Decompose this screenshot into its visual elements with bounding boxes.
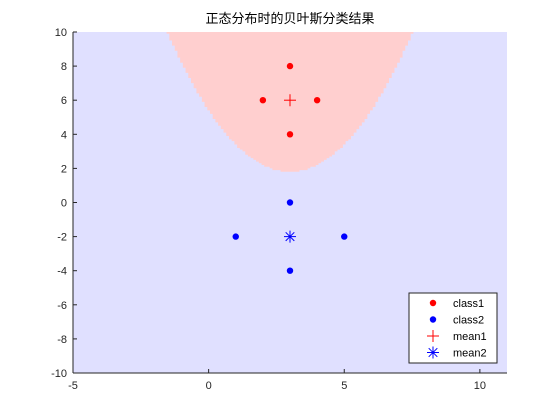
legend-entry-mean2: mean2: [427, 346, 487, 360]
legend-marker-mean2: [427, 346, 439, 359]
mean1-point: [284, 94, 296, 107]
legend-box: [408, 292, 498, 364]
class2-point: [286, 267, 294, 274]
ast-d2: [285, 231, 295, 242]
y-tick-label: -2: [57, 232, 67, 244]
series-mean1: [284, 94, 296, 107]
y-tick-label: 4: [61, 129, 67, 141]
x-tick-label: 0: [206, 380, 212, 392]
y-tick-label: 6: [61, 95, 67, 107]
legend-label-class1: class1: [453, 298, 484, 310]
series-mean2: [284, 230, 296, 243]
series-class1: [259, 62, 321, 138]
y-tick-label: -6: [57, 300, 67, 312]
y-tick-label: 8: [61, 61, 67, 73]
y-tick-label: -4: [57, 266, 67, 278]
plot-area: [73, 32, 507, 373]
y-tick-label: 0: [61, 198, 67, 210]
ast-d2: [428, 347, 438, 358]
legend-entry-mean1: mean1: [427, 330, 487, 343]
class1-point: [286, 62, 294, 70]
legend-label-class2: class2: [453, 315, 484, 327]
class1-point: [313, 97, 321, 104]
legend-marker-class1: [429, 299, 437, 307]
legend-entry-class2: class2: [429, 315, 484, 327]
mean2-point: [284, 230, 296, 243]
series-class2: [232, 199, 348, 274]
class1-point: [259, 97, 267, 104]
y-tick-label: -10: [51, 368, 67, 380]
legend: class1 class2 mean1 mean2: [408, 292, 498, 364]
legend-marker-mean1: [427, 330, 439, 342]
y-tick-label: 2: [61, 163, 67, 175]
x-tick-label: -5: [68, 380, 78, 392]
y-tick-label: 10: [55, 27, 67, 39]
class2-point: [341, 233, 348, 240]
legend-entry-class1: class1: [429, 298, 484, 310]
class2-point: [286, 199, 294, 206]
x-tick-label: 5: [341, 380, 347, 392]
axes: -5 0 5 10 -10 -8 -6 -4 -2 0 2 4 6 8 10: [51, 27, 507, 392]
chart-title: 正态分布时的贝叶斯分类结果: [205, 11, 374, 27]
class2-point: [232, 233, 239, 240]
legend-marker-class2: [429, 316, 437, 323]
legend-label-mean1: mean1: [453, 331, 487, 343]
y-tick-label: -8: [57, 334, 67, 346]
x-tick-label: 10: [474, 380, 486, 392]
class1-point: [286, 131, 294, 138]
legend-label-mean2: mean2: [453, 348, 487, 360]
